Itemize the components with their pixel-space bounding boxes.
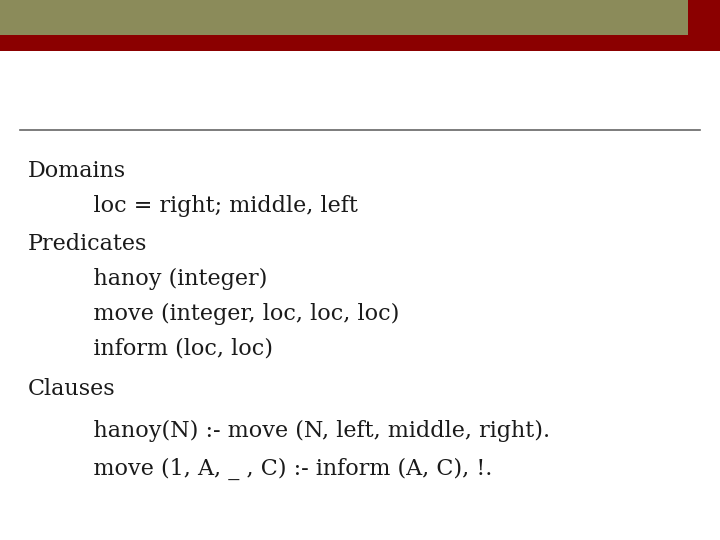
Text: Domains: Domains [28,160,126,182]
Text: move (integer, loc, loc, loc): move (integer, loc, loc, loc) [65,303,400,325]
Text: hanoy (integer): hanoy (integer) [65,268,267,290]
Bar [688,0,720,51]
Text: inform (loc, loc): inform (loc, loc) [65,338,273,360]
Text: Clauses: Clauses [28,378,116,400]
Text: move (1, A, _ , C) :- inform (A, C), !.: move (1, A, _ , C) :- inform (A, C), !. [65,458,492,480]
Text: Predicates: Predicates [28,233,148,255]
Bar [0,35,688,51]
Text: loc = right; middle, left: loc = right; middle, left [65,195,358,217]
Text: hanoy(N) :- move (N, left, middle, right).: hanoy(N) :- move (N, left, middle, right… [65,420,550,442]
Bar [0,0,688,35]
